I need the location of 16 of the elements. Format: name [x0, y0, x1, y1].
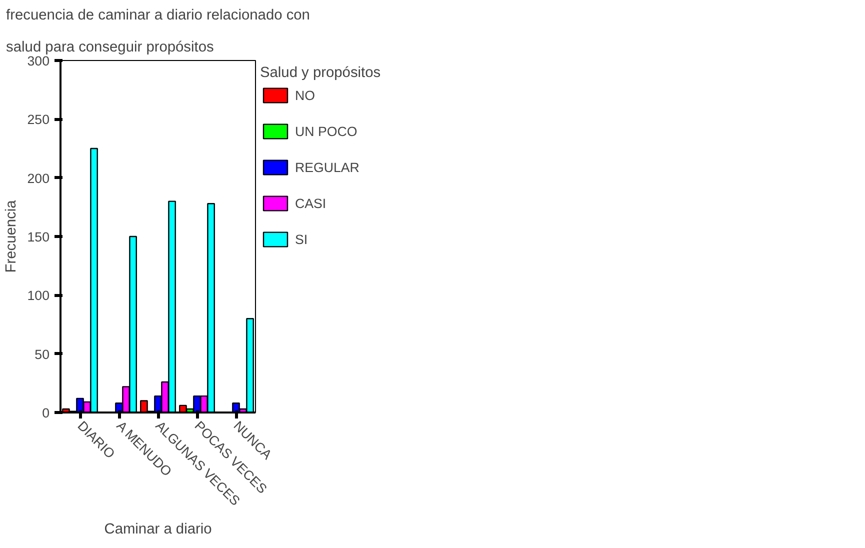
x-axis-title: Caminar a diario — [104, 522, 212, 538]
y-axis-title: Frecuencia — [3, 199, 20, 273]
chart-title: frecuencia de caminar a diario relacionado con salud para conseguir propósitos — [6, 8, 310, 56]
legend-label: CASI — [295, 196, 328, 210]
y-tick-label: 100 — [27, 288, 50, 304]
legend-label: UN POCO — [295, 124, 358, 138]
legend-title: Salud y propósitos — [260, 65, 382, 81]
y-tick-label: 300 — [27, 54, 50, 68]
y-tick-label: 0 — [42, 406, 50, 420]
legend-label: SI — [295, 232, 309, 246]
y-tick-label: 150 — [27, 230, 50, 244]
legend-label: NO — [295, 88, 316, 102]
y-tick-label: 200 — [27, 170, 50, 186]
legend-label: REGULAR — [295, 160, 360, 174]
y-tick-label: 250 — [27, 112, 50, 128]
y-tick-label: 50 — [34, 346, 50, 362]
